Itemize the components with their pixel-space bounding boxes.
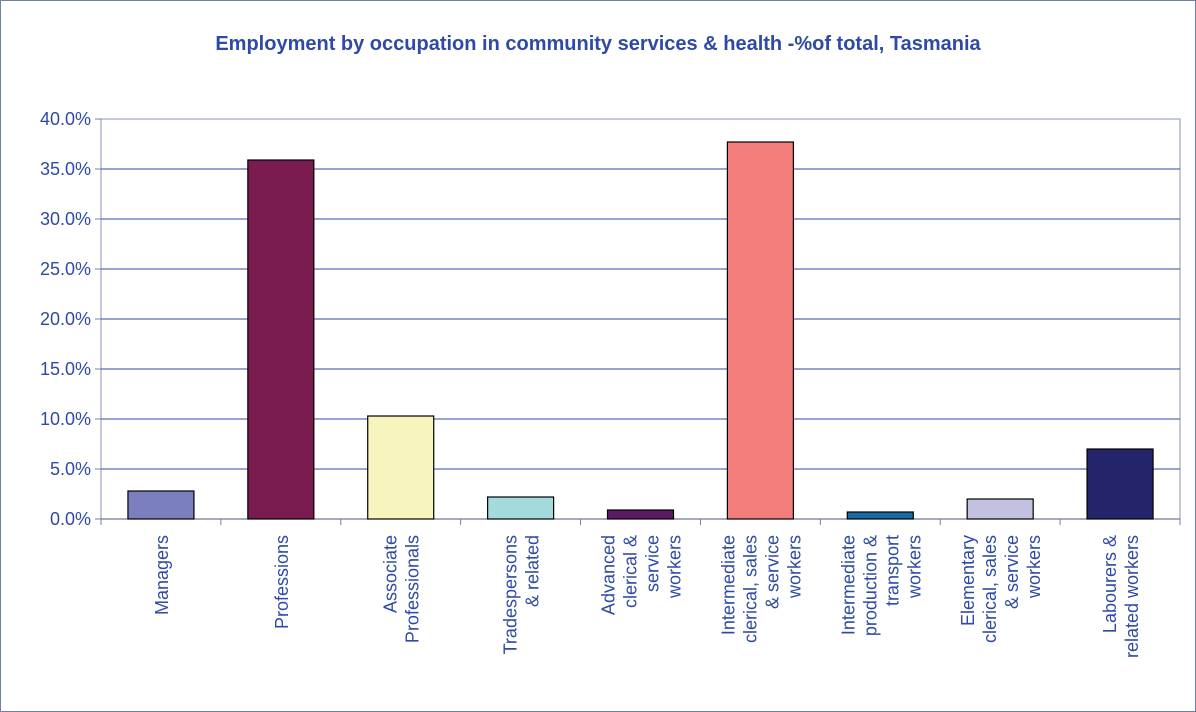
chart-title: Employment by occupation in community se… [215,33,981,55]
y-tick-label: 40.0% [40,109,91,129]
x-tick-label: related workers [1122,535,1142,658]
y-tick-label: 0.0% [50,509,91,529]
bar-3 [367,415,435,520]
x-tick-label: Professionals [403,535,423,643]
y-tick-label: 30.0% [40,209,91,229]
y-tick-label: 35.0% [40,159,91,179]
x-tick-label: workers [665,535,685,599]
x-tick-label: & related [523,535,543,607]
x-tick-label: workers [784,535,804,599]
x-tick-label: clerical & [621,535,641,608]
bar-2 [247,159,315,520]
bar-6 [726,141,794,520]
x-tick-label: service [643,535,663,592]
y-tick-label: 15.0% [40,359,91,379]
x-tick-label: & service [762,535,782,609]
x-tick-label: workers [904,535,924,599]
x-tick-label: Associate [381,535,401,613]
x-tick-label: clerical, sales [740,535,760,643]
y-tick-label: 10.0% [40,409,91,429]
y-tick-label: 25.0% [40,259,91,279]
x-tick-label: production & [860,535,880,636]
x-tick-label: Intermediate [838,535,858,635]
x-tick-label: Managers [152,535,172,615]
x-tick-label: Labourers & [1100,535,1120,633]
x-tick-label: Intermediate [718,535,738,635]
bar-5 [606,509,675,520]
x-tick-label: transport [882,535,902,606]
bar-9 [1086,448,1154,520]
bar-8 [966,498,1034,520]
x-tick-label: Elementary [958,535,978,626]
x-tick-label: workers [1024,535,1044,599]
y-tick-label: 5.0% [50,459,91,479]
bar-4 [487,496,555,520]
x-tick-label: Advanced [599,535,619,615]
y-tick-label: 20.0% [40,309,91,329]
bar-7 [846,511,914,520]
x-tick-label: & service [1002,535,1022,609]
x-tick-label: Tradespersons [501,535,521,654]
bar-1 [127,490,195,520]
x-tick-label: Professions [272,535,292,629]
x-tick-label: clerical, sales [980,535,1000,643]
